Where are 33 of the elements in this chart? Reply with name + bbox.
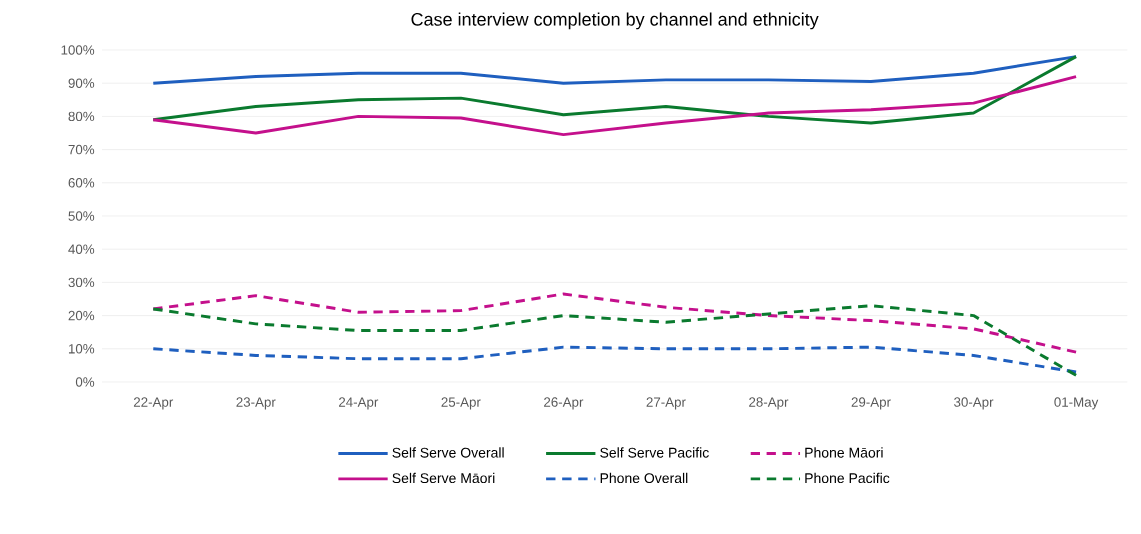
x-tick-label: 25-Apr [441,397,481,410]
y-tick-label: 50% [68,211,95,221]
y-tick-label: 80% [68,111,95,122]
legend-label: Phone Overall [600,472,688,484]
y-tick-label: 40% [68,244,95,254]
line-series [151,75,1078,137]
x-tick-label: 27-Apr [646,397,686,410]
line-series [151,304,1078,377]
x-tick-label: 26-Apr [544,397,584,410]
line-series [151,292,1078,354]
chart-title: Case interview completion by channel and ethnicity [411,12,819,30]
x-tick-label: 01-May [1054,397,1099,410]
y-tick-label: 90% [68,78,95,88]
y-tick-label: 0% [75,377,95,387]
y-tick-label: 20% [68,310,95,321]
x-tick-label: 24-Apr [339,397,379,410]
legend-label: Self Serve Pacific [600,447,709,458]
y-tick-label: 10% [68,344,95,354]
line-series [151,345,1078,374]
legend-label: Phone Pacific [805,472,890,484]
y-tick-label: 70% [68,144,95,155]
x-tick-label: 30-Apr [954,397,994,410]
x-tick-label: 23-Apr [236,397,276,410]
x-tick-label: 22-Apr [133,397,174,410]
line-series [151,55,1078,85]
y-tick-label: 30% [68,277,95,288]
x-tick-label: 29-Apr [851,397,891,410]
legend-label: Phone Māori [805,447,883,458]
legend-label: Self Serve Overall [392,447,504,458]
x-tick-label: 28-Apr [749,397,789,410]
y-tick-label: 60% [68,178,95,188]
y-tick-label: 100% [61,45,95,55]
legend-label: Self Serve Māori [392,472,495,484]
